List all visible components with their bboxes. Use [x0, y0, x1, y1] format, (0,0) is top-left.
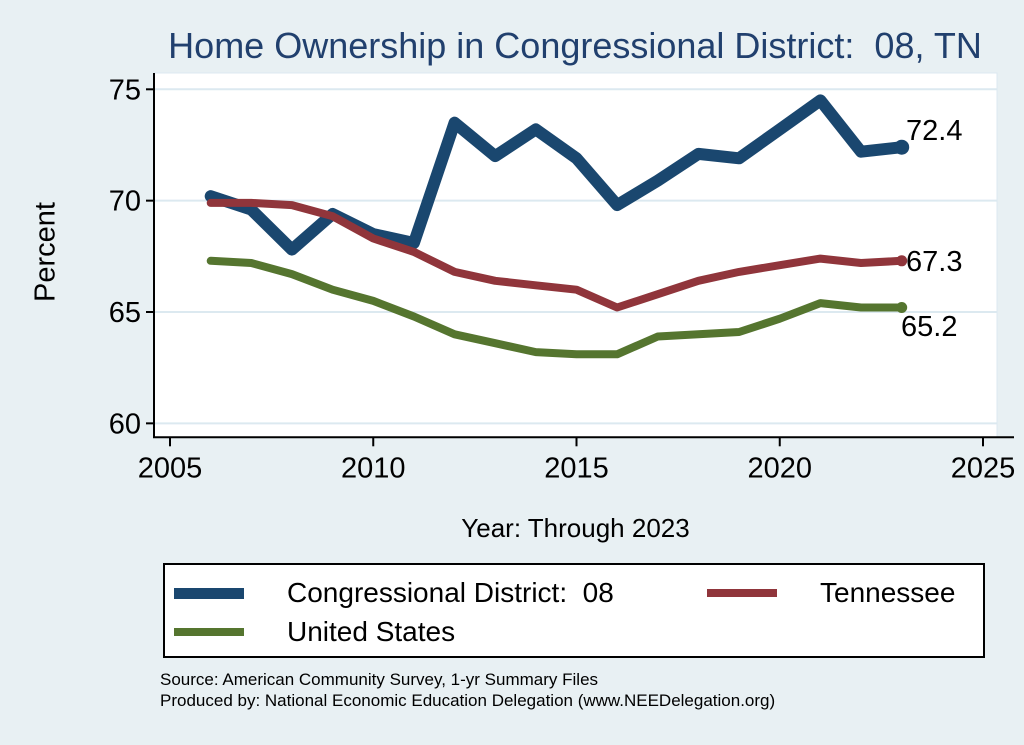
legend-item-tennessee: Tennessee — [707, 577, 956, 608]
legend-swatch-united-states — [174, 628, 244, 636]
y-tick-label-70: 70 — [109, 186, 141, 218]
footer-notes: Source: American Community Survey, 1-yr … — [160, 669, 775, 711]
legend-item-united-states: United States — [174, 616, 456, 647]
chart-plot: 60 65 70 75 2005 2010 2015 2020 2025 — [109, 72, 1016, 484]
x-axis-title: Year: Through 2023 — [461, 513, 690, 543]
legend-label-tennessee: Tennessee — [820, 577, 956, 608]
x-tick-label-2010: 2010 — [341, 452, 406, 484]
legend-swatch-cd08 — [174, 587, 244, 599]
series-end-marker-tennessee — [896, 255, 908, 267]
plot-area — [153, 72, 998, 438]
produced-by-note: Produced by: National Economic Education… — [160, 691, 776, 710]
end-label-united-states: 65.2 — [901, 311, 958, 343]
x-tick-label-2020: 2020 — [747, 452, 812, 484]
x-tick-label-2005: 2005 — [138, 452, 203, 484]
legend-label-cd08: Congressional District: 08 — [287, 577, 614, 608]
legend-label-united-states: United States — [287, 616, 456, 647]
series-line-united-states — [206, 256, 906, 359]
end-label-cd08: 72.4 — [906, 115, 963, 147]
legend: Congressional District: 08 Tennessee Uni… — [163, 563, 985, 658]
y-tick-label-75: 75 — [109, 74, 141, 106]
legend-item-cd08: Congressional District: 08 — [174, 577, 614, 608]
x-tick-label-2015: 2015 — [544, 452, 609, 484]
chart-title: Home Ownership in Congressional District… — [168, 25, 982, 66]
y-tick-label-60: 60 — [109, 408, 141, 440]
legend-swatch-tennessee — [707, 589, 777, 597]
series-end-marker-cd08 — [894, 139, 910, 155]
series-line-tennessee — [206, 198, 906, 312]
y-tick-label-65: 65 — [109, 297, 141, 329]
x-tick-label-2025: 2025 — [951, 452, 1016, 484]
source-note: Source: American Community Survey, 1-yr … — [160, 670, 599, 689]
series-end-marker-united-states — [896, 302, 908, 313]
end-label-tennessee: 67.3 — [906, 246, 963, 278]
series-line-cd08 — [204, 94, 908, 256]
